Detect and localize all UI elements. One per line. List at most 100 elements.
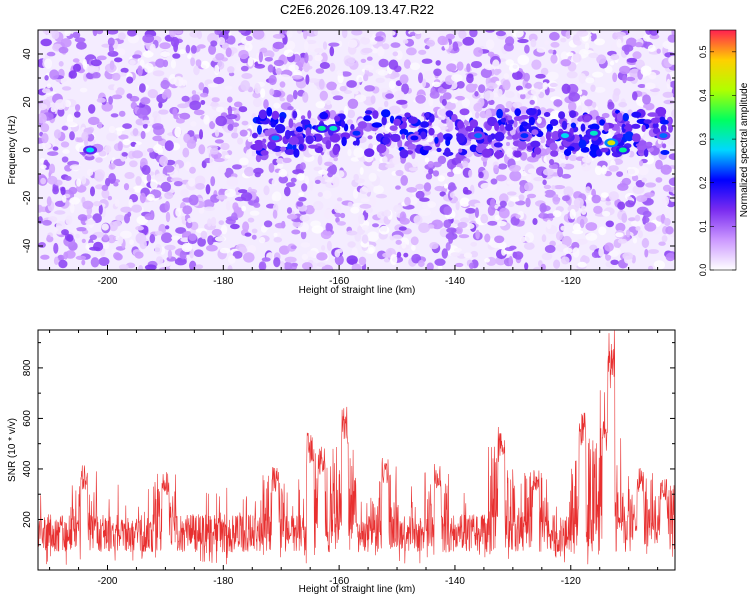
noise-blob — [560, 37, 567, 43]
noise-blob — [531, 59, 542, 70]
noise-blob — [92, 213, 102, 224]
noise-blob — [74, 111, 81, 118]
noise-blob — [617, 238, 628, 244]
noise-blob — [549, 31, 560, 41]
signal-blob — [603, 122, 610, 132]
noise-blob — [406, 187, 418, 193]
signal-blob — [284, 149, 296, 155]
noise-blob — [589, 244, 598, 251]
noise-blob — [371, 160, 379, 171]
noise-blob — [432, 170, 440, 177]
signal-blob — [376, 143, 387, 154]
noise-blob — [671, 109, 675, 118]
noise-blob — [353, 173, 360, 181]
noise-blob — [506, 141, 510, 147]
signal-blob — [305, 135, 314, 145]
y-tick-label: 600 — [22, 410, 33, 427]
noise-blob — [494, 214, 500, 221]
noise-blob — [227, 265, 233, 270]
noise-blob — [139, 239, 147, 250]
noise-blob — [444, 101, 456, 111]
noise-blob — [211, 97, 220, 103]
x-tick-label: -120 — [561, 576, 581, 587]
noise-blob — [417, 259, 425, 268]
noise-blob — [668, 153, 675, 160]
noise-blob — [539, 203, 547, 213]
noise-blob — [361, 225, 369, 231]
noise-blob — [102, 234, 109, 241]
noise-blob — [54, 210, 66, 215]
noise-blob — [490, 178, 498, 185]
noise-blob — [443, 206, 453, 216]
noise-blob — [209, 155, 214, 167]
noise-blob — [82, 59, 88, 70]
noise-blob — [462, 160, 469, 168]
noise-blob — [526, 155, 539, 163]
noise-blob — [56, 221, 66, 231]
noise-blob — [62, 149, 70, 154]
y-tick-label: -20 — [22, 190, 33, 205]
noise-blob — [142, 119, 151, 125]
noise-blob — [53, 129, 62, 139]
noise-blob — [114, 198, 120, 207]
noise-blob — [127, 188, 135, 193]
colorbar-tick-label: 0.1 — [698, 220, 708, 233]
noise-blob — [214, 157, 225, 163]
noise-blob — [38, 103, 48, 111]
noise-blob — [609, 250, 619, 257]
signal-cluster — [589, 130, 598, 136]
signal-blob — [645, 141, 653, 147]
noise-blob — [115, 214, 125, 222]
noise-blob — [69, 70, 77, 79]
noise-blob — [191, 90, 197, 95]
noise-blob — [81, 131, 89, 141]
noise-blob — [552, 194, 561, 205]
noise-blob — [165, 225, 170, 230]
noise-blob — [618, 101, 628, 108]
noise-blob — [247, 137, 253, 143]
noise-blob — [195, 264, 204, 270]
noise-blob — [314, 179, 321, 184]
noise-blob — [497, 88, 503, 97]
signal-blob — [295, 126, 304, 133]
noise-blob — [401, 83, 409, 95]
y-tick-label: 800 — [22, 359, 33, 376]
noise-blob — [469, 262, 474, 269]
noise-blob — [624, 44, 630, 56]
noise-blob — [326, 166, 334, 178]
noise-blob — [132, 54, 142, 59]
noise-blob — [117, 141, 123, 152]
noise-blob — [525, 197, 531, 208]
noise-blob — [610, 54, 620, 61]
noise-blob — [655, 177, 663, 183]
noise-blob — [475, 111, 480, 119]
noise-blob — [234, 187, 241, 196]
noise-blob — [160, 51, 170, 58]
signal-blob — [425, 112, 430, 118]
noise-blob — [601, 192, 609, 199]
noise-blob — [576, 238, 588, 245]
noise-blob — [506, 147, 514, 158]
noise-blob — [177, 103, 190, 109]
noise-blob — [97, 121, 103, 129]
noise-blob — [326, 81, 337, 91]
noise-blob — [72, 228, 78, 234]
noise-blob — [72, 63, 82, 72]
noise-blob — [85, 219, 96, 225]
noise-blob — [93, 201, 102, 207]
noise-blob — [525, 82, 532, 89]
noise-blob — [147, 89, 158, 99]
noise-blob — [576, 30, 589, 37]
noise-blob — [314, 48, 324, 53]
noise-blob — [421, 78, 427, 88]
noise-blob — [346, 255, 358, 265]
spectrogram-y-label: Frequency (Hz) — [7, 116, 18, 185]
noise-blob — [427, 201, 437, 208]
noise-blob — [442, 92, 452, 100]
noise-blob — [142, 50, 154, 58]
noise-blob — [560, 51, 569, 61]
noise-blob — [667, 137, 675, 146]
noise-blob — [273, 257, 281, 268]
noise-blob — [594, 165, 603, 176]
